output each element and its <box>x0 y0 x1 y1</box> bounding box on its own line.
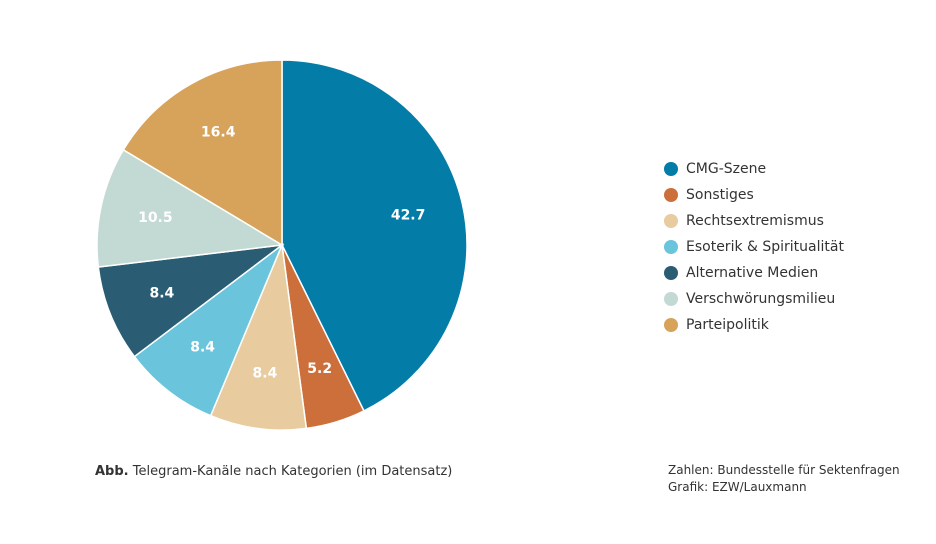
legend-swatch <box>664 214 678 228</box>
legend-label: Rechtsextremismus <box>686 213 824 229</box>
legend-label: Parteipolitik <box>686 317 769 333</box>
legend-swatch <box>664 266 678 280</box>
pie-slice-cmg-szene <box>281 59 468 412</box>
legend-label: Alternative Medien <box>686 265 819 281</box>
pie-slice-parteipolitik <box>122 59 283 247</box>
legend-swatch <box>664 240 678 254</box>
legend-item-verschwoerungsmilieu: Verschwörungsmilieu <box>664 286 844 312</box>
legend-swatch <box>664 292 678 306</box>
credits-source: Zahlen: Bundesstelle für Sektenfragen <box>668 463 900 477</box>
credits-graphic: Grafik: EZW/Lauxmann <box>668 480 807 494</box>
legend-label: Sonstiges <box>686 187 754 203</box>
legend-item-parteipolitik: Parteipolitik <box>664 312 844 338</box>
legend-label: Esoterik & Spiritualität <box>686 239 844 255</box>
pie-slice-alternative-medien <box>97 243 285 358</box>
legend-swatch <box>664 318 678 332</box>
pie-slice-rechtsextremismus <box>209 242 308 431</box>
caption-prefix: Abb. <box>95 464 129 479</box>
legend-item-rechtsextremismus: Rechtsextremismus <box>664 208 844 234</box>
legend-item-sonstiges: Sonstiges <box>664 182 844 208</box>
pie-slice-esoterik-and-spiritualitaet <box>133 242 284 417</box>
legend-swatch <box>664 188 678 202</box>
chart-credits: Zahlen: Bundesstelle für Sektenfragen Gr… <box>668 462 900 496</box>
pie-slice-verschwoerungsmilieu <box>96 148 285 268</box>
legend-item-alternative-medien: Alternative Medien <box>664 260 844 286</box>
slice-label-cmg-szene: 42.7 <box>391 208 426 224</box>
figure-caption: Abb. Telegram-Kanäle nach Kategorien (im… <box>95 464 452 479</box>
slice-label-alternative-medien: 8.4 <box>149 285 174 301</box>
legend-label: Verschwörungsmilieu <box>686 291 836 307</box>
caption-text: Telegram-Kanäle nach Kategorien (im Date… <box>132 464 453 479</box>
legend-item-cmg-szene: CMG-Szene <box>664 156 844 182</box>
pie-slice-labels: 42.7 5.2 8.4 8.4 8.4 10.5 16.4 <box>138 124 425 381</box>
legend-swatch <box>664 162 678 176</box>
pie-slices <box>96 59 468 431</box>
slice-label-verschwoerungsmilieu: 10.5 <box>138 210 173 226</box>
slice-label-rechtsextremismus: 8.4 <box>253 365 278 381</box>
chart-legend: CMG-Szene Sonstiges Rechtsextremismus Esote… <box>664 156 844 338</box>
legend-label: CMG-Szene <box>686 161 767 177</box>
slice-label-parteipolitik: 16.4 <box>201 124 236 140</box>
slice-label-sonstiges: 5.2 <box>307 361 332 377</box>
legend-item-esoterik-and-spiritualitaet: Esoterik & Spiritualität <box>664 234 844 260</box>
slice-label-esoterik-and-spiritualitaet: 8.4 <box>190 339 215 355</box>
